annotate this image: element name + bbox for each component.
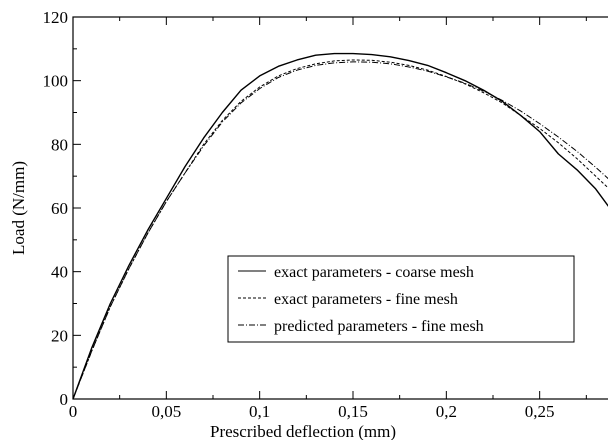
x-axis-title: Prescribed deflection (mm)	[210, 422, 396, 440]
y-tick-label: 120	[43, 8, 69, 27]
x-tick-label: 0	[69, 402, 78, 421]
x-axis: 0 0,05 0,1 0,15 0,2 0,25	[69, 17, 587, 421]
legend-label-predicted: predicted parameters - fine mesh	[274, 318, 484, 335]
x-tick-label: 0,25	[525, 402, 555, 421]
y-axis: 0 20 40 60 80 100 120	[43, 8, 81, 409]
y-tick-label: 20	[51, 326, 68, 345]
x-tick-label: 0,2	[436, 402, 457, 421]
y-tick-label: 80	[51, 135, 68, 154]
x-tick-label: 0,1	[249, 402, 270, 421]
y-axis-title: Load (N/mm)	[9, 161, 28, 255]
x-tick-label: 0,15	[338, 402, 368, 421]
y-tick-label: 60	[51, 199, 68, 218]
y-tick-label: 40	[51, 263, 68, 282]
y-tick-label: 100	[43, 72, 69, 91]
series-lines	[72, 52, 608, 400]
legend-box	[227, 255, 575, 343]
x-tick-label: 0,05	[151, 402, 181, 421]
legend: exact parameters - coarse mesh exact par…	[227, 255, 575, 343]
y-tick-label: 0	[60, 390, 69, 409]
series-fine-mesh-line	[72, 59, 608, 400]
series-predicted-line	[72, 61, 608, 400]
legend-label-fine: exact parameters - fine mesh	[274, 291, 458, 308]
series-coarse-mesh-line	[72, 52, 608, 400]
legend-label-coarse: exact parameters - coarse mesh	[274, 264, 474, 281]
